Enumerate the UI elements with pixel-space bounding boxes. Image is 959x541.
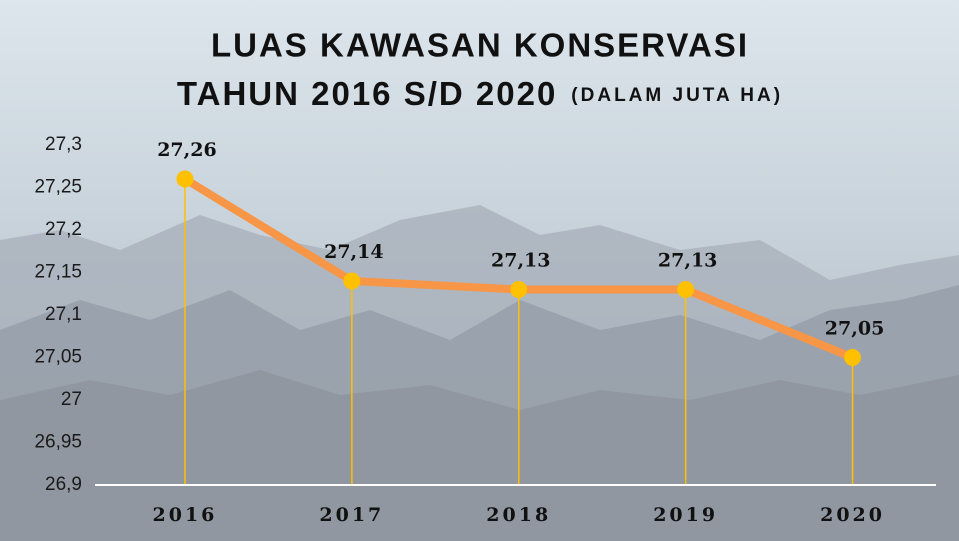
y-tick-label: 27 (61, 389, 82, 410)
mountain (0, 370, 959, 541)
y-tick-label: 27,15 (34, 262, 82, 283)
marker (844, 349, 862, 366)
marker (176, 170, 194, 188)
x-tick-label: 2020 (820, 504, 885, 526)
y-tick-label: 27,25 (34, 177, 82, 198)
marker (677, 281, 695, 298)
y-tick-label: 27,3 (45, 134, 82, 155)
y-tick-label: 27,2 (45, 219, 82, 240)
x-tick-label: 2016 (153, 504, 218, 526)
x-tick-label: 2018 (486, 504, 551, 526)
x-tick-label: 2019 (653, 504, 718, 526)
x-tick-label: 2017 (319, 504, 384, 526)
marker (510, 281, 528, 298)
data-label: 27,13 (658, 250, 718, 272)
y-tick-label: 27,05 (34, 347, 82, 368)
chart-title: TAHUN 2016 S/D 2020 (177, 75, 557, 112)
chart-title: TAHUN 2016 S/D 2020 (DALAM JUTA HA) (177, 75, 783, 112)
data-label: 27,05 (825, 318, 885, 340)
y-tick-label: 27,1 (45, 304, 82, 325)
y-tick-label: 26,95 (34, 432, 82, 453)
data-label: 27,26 (157, 139, 217, 161)
marker (343, 272, 361, 290)
chart-title: LUAS KAWASAN KONSERVASI (211, 27, 749, 64)
chart-subtitle: (DALAM JUTA HA) (571, 85, 783, 106)
y-tick-label: 26,9 (45, 474, 82, 495)
data-label: 27,14 (324, 241, 384, 263)
data-label: 27,13 (491, 250, 551, 272)
